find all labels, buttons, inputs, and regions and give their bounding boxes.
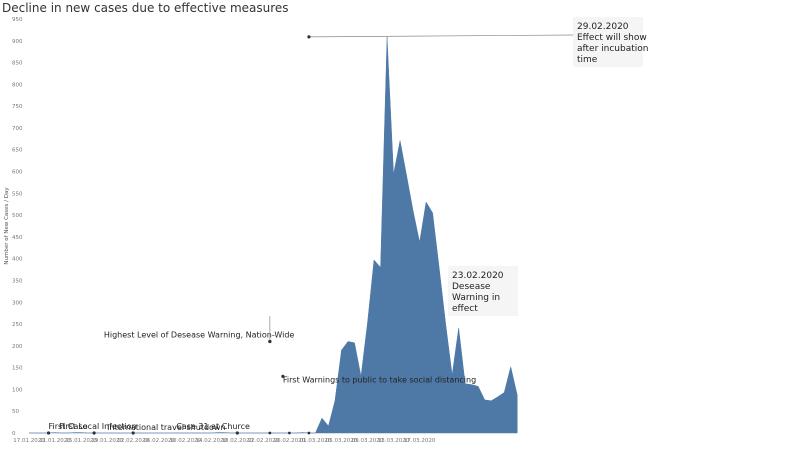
callout-line: time — [577, 55, 598, 65]
annotation-label: International travel shutdown — [107, 423, 225, 432]
x-tick-label: 09.03.2020 — [352, 438, 384, 444]
x-tick-label: 25.01.2020 — [65, 438, 97, 444]
callout-marker — [268, 339, 272, 344]
y-tick-label: 900 — [12, 39, 23, 45]
callout-box — [448, 266, 518, 316]
y-tick-label: 750 — [12, 104, 23, 110]
axis-marker — [307, 431, 311, 435]
annotation-label: First Case — [49, 422, 88, 431]
y-tick-label: 450 — [12, 235, 23, 241]
y-tick-label: 550 — [12, 191, 23, 197]
x-tick-label: 21.01.2020 — [39, 438, 71, 444]
x-tick-label: 18.02.2020 — [222, 438, 254, 444]
x-axis: 17.01.202021.01.202025.01.202029.01.2020… — [13, 438, 436, 444]
y-tick-label: 800 — [12, 82, 23, 88]
x-tick-label: 22.02.2020 — [248, 438, 280, 444]
callout-date: 23.02.2020 — [452, 271, 504, 281]
x-tick-label: 02.02.2020 — [117, 438, 149, 444]
callout-line: Warning in — [452, 293, 500, 303]
y-tick-label: 100 — [12, 387, 23, 393]
annotation-label: Case 31 at Churce — [176, 422, 250, 431]
callout-box — [573, 17, 643, 67]
callout-line: effect — [452, 304, 478, 314]
y-tick-label: 400 — [12, 257, 23, 263]
x-tick-label: 17.03.2020 — [404, 438, 436, 444]
y-tick-label: 150 — [12, 366, 23, 372]
x-tick-label: 01.03.2020 — [300, 438, 332, 444]
axis-marker — [288, 431, 291, 435]
area-layer — [29, 36, 518, 434]
annotation-marker — [46, 431, 51, 435]
y-tick-label: 250 — [12, 322, 23, 328]
annotation-marker — [235, 431, 239, 435]
x-tick-label: 26.02.2020 — [274, 438, 306, 444]
callout-date: 29.02.2020 — [577, 22, 629, 32]
x-tick-label: 05.03.2020 — [326, 438, 358, 444]
callout-line: Desease — [452, 282, 491, 292]
callout-leader — [308, 34, 574, 38]
x-tick-label: 06.02.2020 — [143, 438, 175, 444]
y-axis: 0 50 100 150 200 250 300 350 400 450 500 550 600 650 7… — [12, 17, 23, 437]
y-tick-label: 600 — [12, 170, 23, 176]
annotation-marker — [281, 374, 285, 378]
annotation-label: Highest Level of Desease Warning, Nation… — [104, 330, 295, 339]
annotation-label: First Local Infection — [59, 422, 137, 431]
x-tick-label: 14.02.2020 — [196, 438, 228, 444]
y-tick-label: 200 — [12, 344, 23, 350]
callout-line: Effect will show — [577, 33, 647, 43]
callout-marker — [307, 35, 311, 39]
callout-line: after incubation — [577, 44, 648, 54]
y-tick-label: 500 — [12, 213, 23, 219]
y-tick-label: 50 — [12, 409, 19, 415]
annotation-label: First Warnings to public to take social … — [283, 375, 476, 384]
y-tick-label: 300 — [12, 300, 23, 306]
annotation-marker — [131, 431, 135, 435]
x-tick-label: 17.01.2020 — [13, 438, 45, 444]
x-tick-label: 10.02.2020 — [169, 438, 201, 444]
y-tick-label: 0 — [12, 431, 16, 437]
chart-title: Decline in new cases due to effective me… — [2, 1, 289, 15]
y-axis-label: Number of New Cases / Day — [4, 187, 10, 265]
y-tick-label: 350 — [12, 278, 23, 284]
x-tick-label: 13.03.2020 — [378, 438, 410, 444]
annotation-marker — [92, 431, 96, 435]
x-tick-label: 29.01.2020 — [91, 438, 123, 444]
area-series — [29, 36, 518, 434]
y-tick-label: 850 — [12, 61, 23, 67]
y-tick-label: 650 — [12, 148, 23, 154]
y-tick-label: 950 — [12, 17, 23, 23]
axis-marker — [268, 431, 272, 435]
y-tick-label: 700 — [12, 126, 23, 132]
